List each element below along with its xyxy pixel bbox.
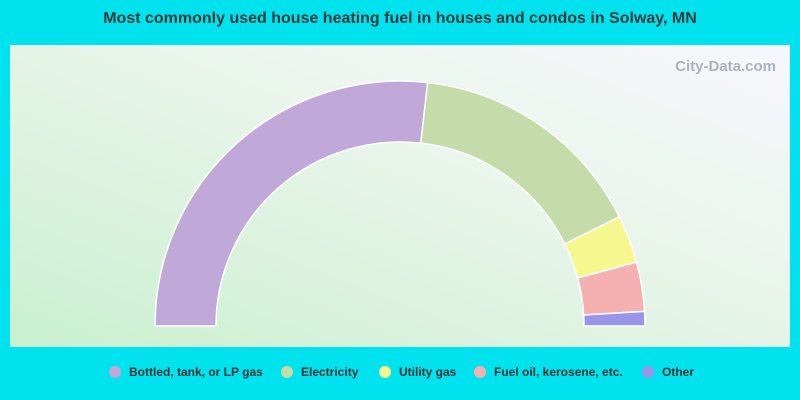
- legend-swatch: [281, 366, 293, 378]
- legend-swatch: [379, 366, 391, 378]
- watermark: City-Data.com: [675, 58, 776, 75]
- legend-label: Other: [662, 365, 694, 379]
- legend-swatch: [474, 366, 486, 378]
- legend-label: Electricity: [301, 365, 359, 379]
- legend-label: Fuel oil, kerosene, etc.: [494, 365, 623, 379]
- legend-swatch: [109, 366, 121, 378]
- legend-label: Bottled, tank, or LP gas: [129, 365, 263, 379]
- chart-title: Most commonly used house heating fuel in…: [103, 10, 697, 27]
- segment: [582, 310, 646, 327]
- legend-label: Utility gas: [399, 365, 457, 379]
- legend-swatch: [642, 366, 654, 378]
